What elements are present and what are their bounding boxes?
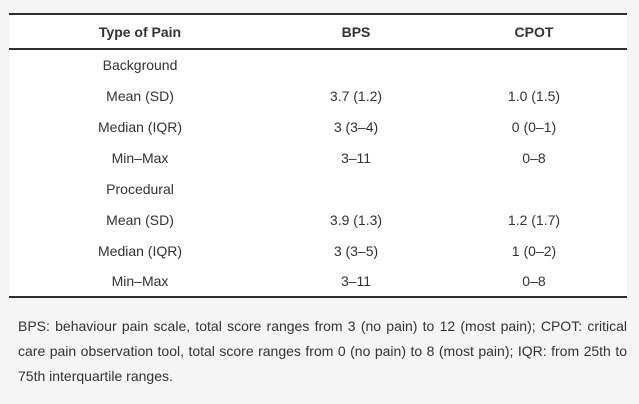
column-header-bps: BPS	[271, 14, 441, 50]
pain-scores-table: Type of Pain BPS CPOT Background Mean (S…	[9, 13, 627, 298]
cpot-value: 1.0 (1.5)	[507, 87, 561, 104]
cpot-value: 0–8	[522, 149, 546, 166]
table-row-procedural-minmax: Min–Max 3–11 0–8	[9, 266, 627, 297]
header-row: Type of Pain BPS CPOT	[9, 14, 627, 50]
table-header: Type of Pain BPS CPOT	[9, 14, 627, 50]
table-row-background-median: Median (IQR) 3 (3–4) 0 (0–1)	[9, 111, 627, 142]
bps-value	[271, 173, 441, 204]
row-label: Background	[102, 57, 178, 73]
column-header-type-of-pain: Type of Pain	[9, 14, 272, 50]
table-row-background-section: Background	[9, 49, 627, 80]
row-label: Min–Max	[111, 273, 169, 289]
bps-value: 3–11	[340, 273, 372, 289]
cpot-value	[441, 173, 627, 204]
bps-value: 3 (3–4)	[333, 118, 379, 135]
bps-value: 3.9 (1.3)	[329, 211, 383, 228]
row-label: Min–Max	[111, 149, 169, 166]
cpot-value	[441, 49, 627, 80]
table-row-procedural-section: Procedural	[9, 173, 627, 204]
bps-value: 3.7 (1.2)	[329, 87, 383, 104]
cpot-value: 0 (0–1)	[511, 118, 557, 135]
row-label: Mean (SD)	[106, 211, 174, 228]
cpot-value: 1 (0–2)	[511, 242, 557, 259]
table-row-background-mean: Mean (SD) 3.7 (1.2) 1.0 (1.5)	[9, 80, 627, 111]
table-row-procedural-mean: Mean (SD) 3.9 (1.3) 1.2 (1.7)	[9, 204, 627, 235]
table-footnote: BPS: behaviour pain scale, total score r…	[18, 318, 627, 384]
table-row-background-minmax: Min–Max 3–11 0–8	[9, 142, 627, 173]
row-label: Median (IQR)	[98, 242, 183, 259]
table-body: Background Mean (SD) 3.7 (1.2) 1.0 (1.5)…	[9, 49, 627, 297]
cpot-value: 0–8	[522, 273, 546, 289]
bps-value: 3 (3–5)	[333, 242, 379, 259]
column-header-cpot: CPOT	[440, 14, 627, 50]
row-label: Procedural	[106, 180, 174, 197]
cpot-value: 1.2 (1.7)	[507, 211, 561, 228]
pain-scores-table-container: Type of Pain BPS CPOT Background Mean (S…	[9, 13, 627, 298]
row-label: Mean (SD)	[106, 87, 174, 104]
bps-value: 3–11	[340, 149, 372, 166]
table-row-procedural-median: Median (IQR) 3 (3–5) 1 (0–2)	[9, 235, 627, 266]
bps-value	[271, 49, 441, 80]
row-label: Median (IQR)	[98, 118, 183, 135]
